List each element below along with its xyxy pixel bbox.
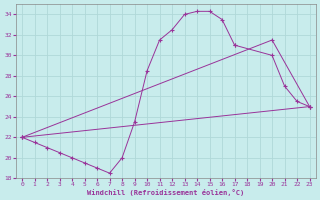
X-axis label: Windchill (Refroidissement éolien,°C): Windchill (Refroidissement éolien,°C): [87, 189, 244, 196]
